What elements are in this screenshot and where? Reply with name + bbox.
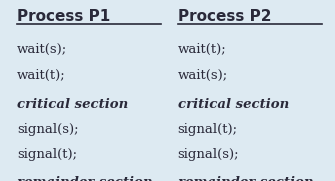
Text: wait(s);: wait(s);: [178, 69, 228, 82]
Text: remainder section: remainder section: [178, 176, 313, 181]
Text: wait(t);: wait(t);: [178, 43, 226, 56]
Text: signal(s);: signal(s);: [17, 123, 78, 136]
Text: signal(s);: signal(s);: [178, 148, 239, 161]
Text: Process P2: Process P2: [178, 9, 271, 24]
Text: signal(t);: signal(t);: [17, 148, 77, 161]
Text: wait(s);: wait(s);: [17, 43, 67, 56]
Text: Process P1: Process P1: [17, 9, 110, 24]
Text: critical section: critical section: [178, 98, 289, 111]
Text: signal(t);: signal(t);: [178, 123, 238, 136]
Text: critical section: critical section: [17, 98, 128, 111]
Text: remainder section: remainder section: [17, 176, 152, 181]
Text: wait(t);: wait(t);: [17, 69, 66, 82]
